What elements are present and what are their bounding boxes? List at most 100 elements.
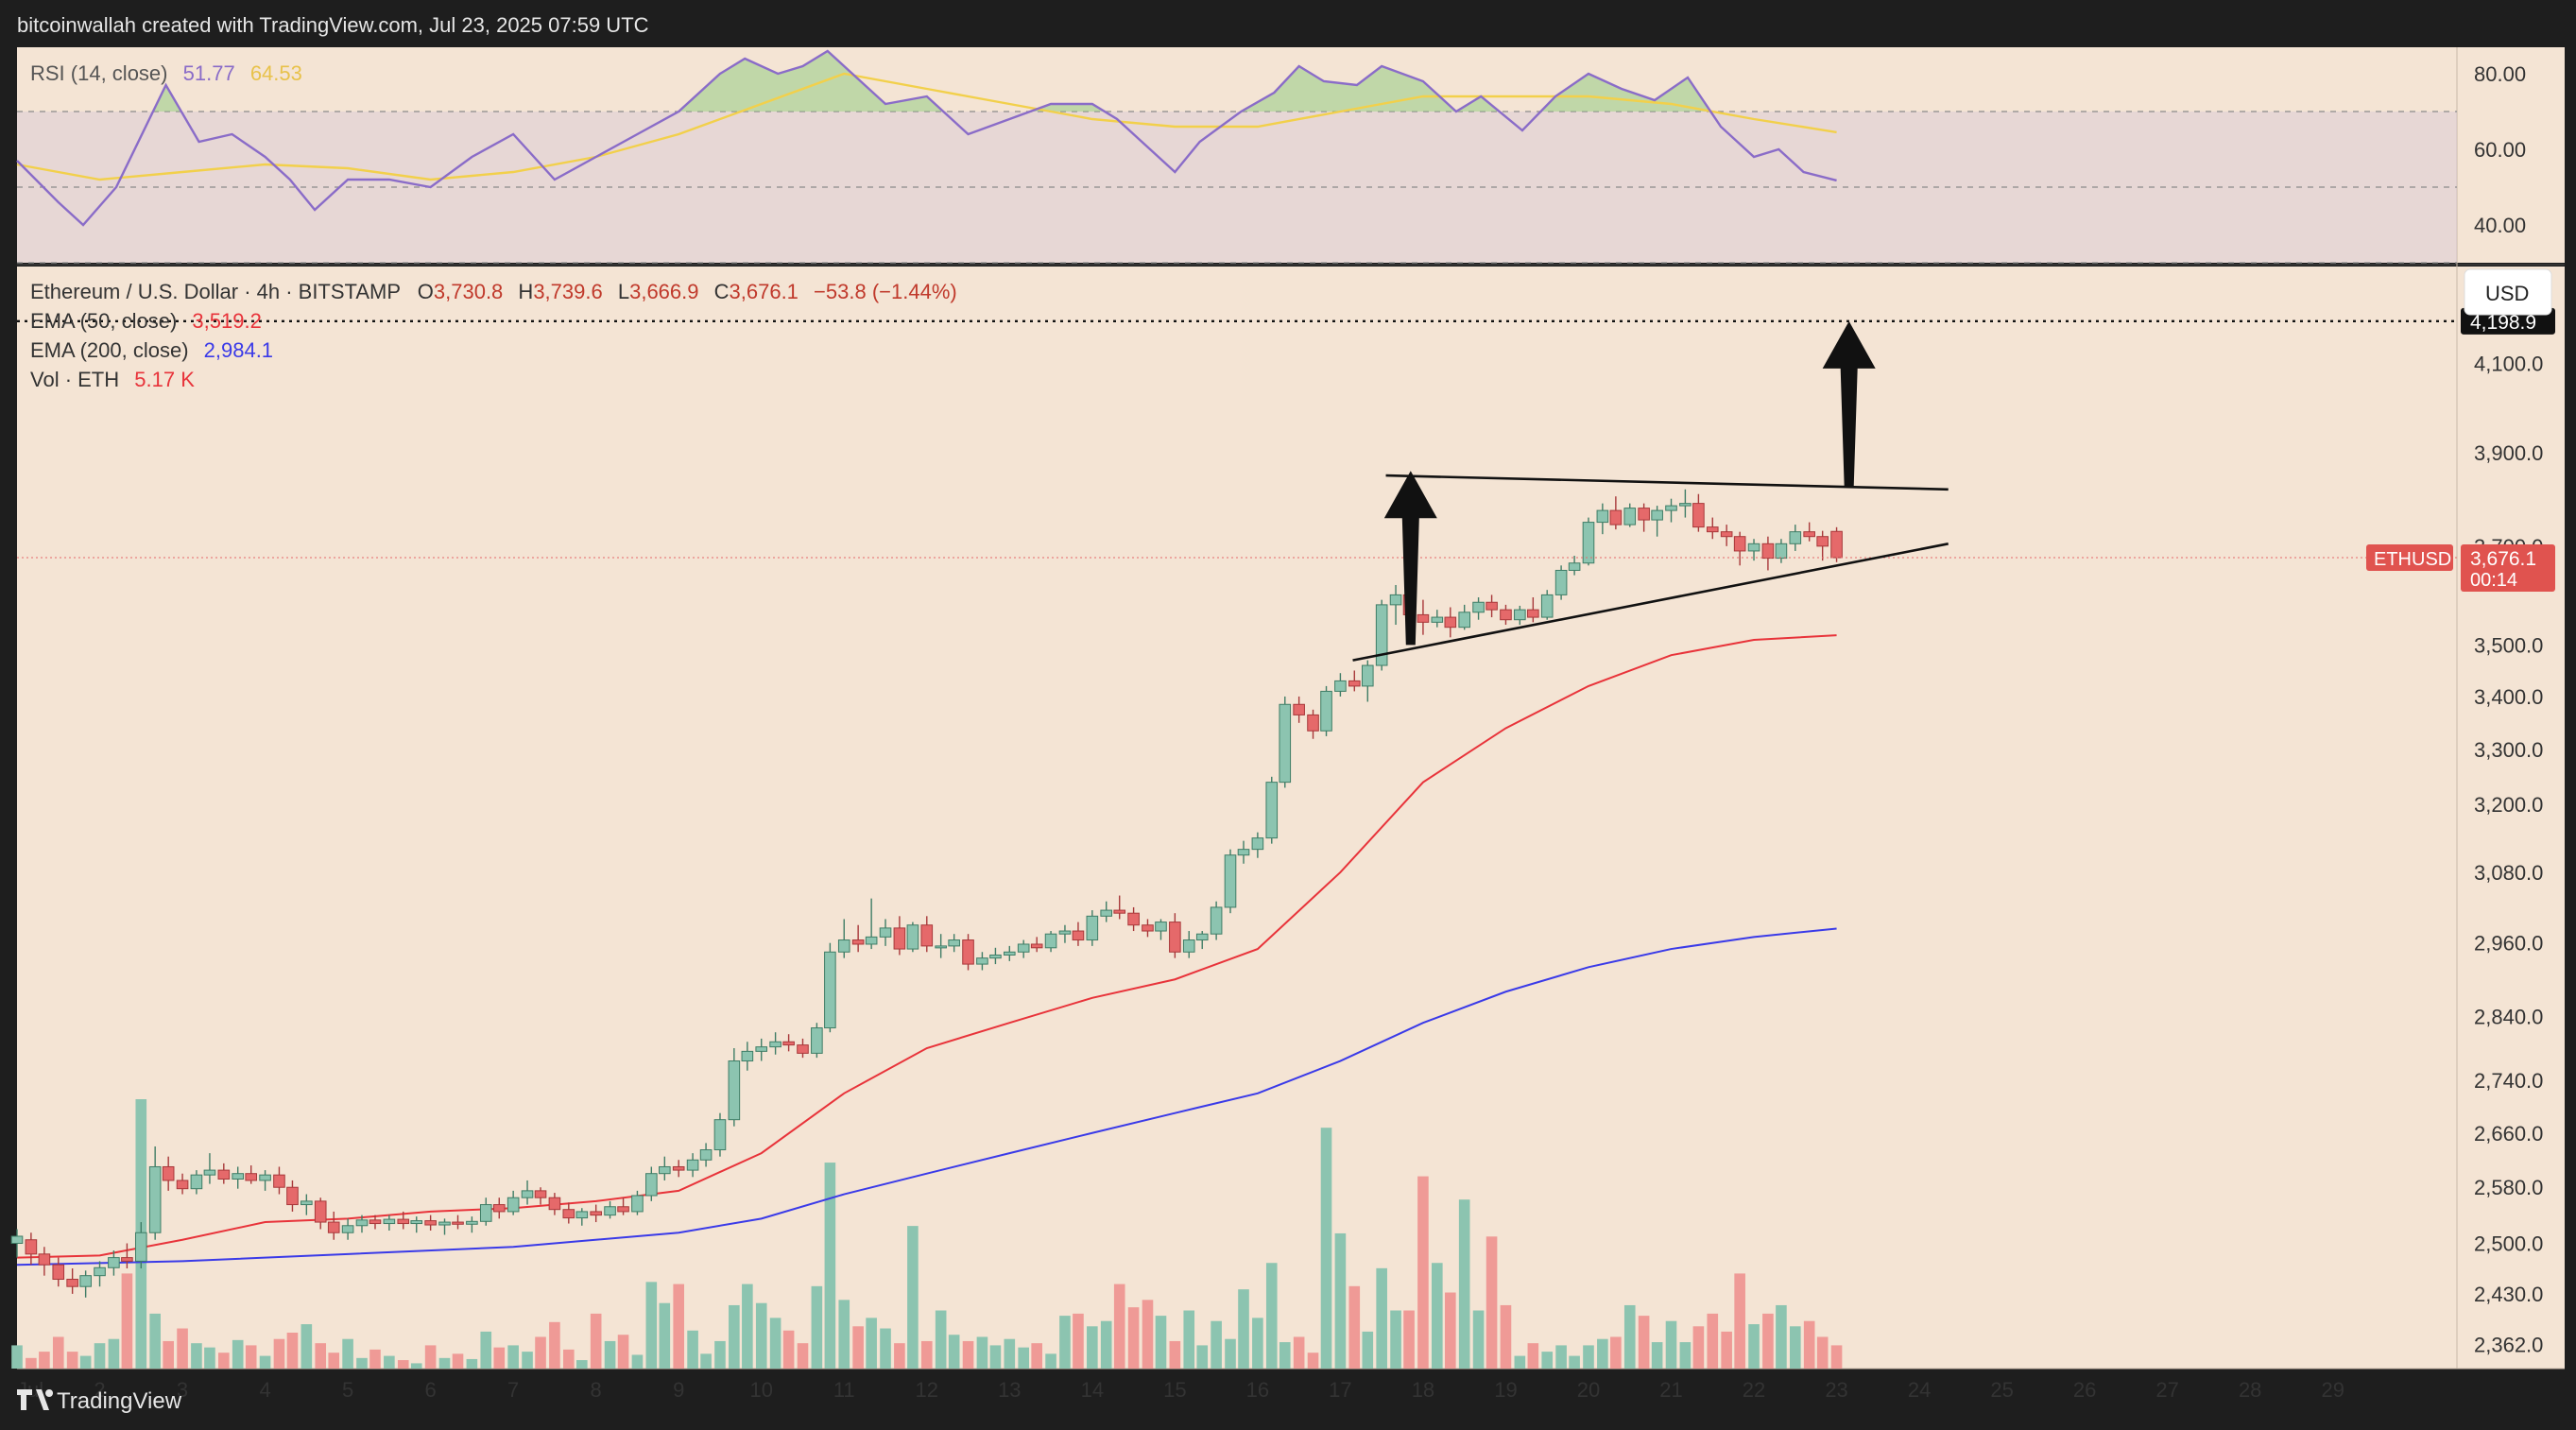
candle[interactable] (1030, 937, 1043, 953)
candle[interactable] (782, 1034, 795, 1052)
candle[interactable] (507, 1190, 520, 1215)
candle[interactable] (369, 1215, 382, 1230)
candle[interactable] (1665, 498, 1677, 523)
currency-button[interactable]: USD (2464, 268, 2552, 316)
candle[interactable] (811, 1023, 823, 1059)
candle[interactable] (1472, 597, 1485, 620)
candle[interactable] (548, 1193, 561, 1215)
candle[interactable] (672, 1160, 685, 1178)
candle[interactable] (1307, 709, 1319, 739)
candle[interactable] (659, 1156, 671, 1180)
candle[interactable] (976, 952, 988, 971)
candle[interactable] (217, 1163, 231, 1184)
candle[interactable] (1044, 931, 1057, 953)
candle[interactable] (314, 1197, 327, 1230)
candle[interactable] (1803, 522, 1815, 542)
candle[interactable] (1623, 503, 1637, 527)
candle[interactable] (79, 1270, 92, 1298)
candle[interactable] (1747, 539, 1760, 561)
candle[interactable] (1775, 539, 1788, 563)
candle[interactable] (851, 924, 865, 953)
candle[interactable] (1100, 901, 1113, 922)
candle[interactable] (1582, 517, 1595, 566)
candle[interactable] (259, 1170, 271, 1191)
candle[interactable] (203, 1153, 216, 1184)
candle[interactable] (1004, 945, 1016, 961)
candle[interactable] (1169, 913, 1181, 958)
candle[interactable] (479, 1197, 492, 1226)
candle[interactable] (94, 1261, 106, 1287)
candle[interactable] (66, 1268, 78, 1294)
candle[interactable] (1485, 594, 1498, 618)
candle[interactable] (301, 1194, 313, 1215)
candle[interactable] (879, 919, 892, 946)
candle[interactable] (1554, 565, 1568, 600)
candle[interactable] (562, 1202, 575, 1224)
candle[interactable] (631, 1190, 644, 1215)
candle[interactable] (1816, 530, 1829, 561)
candle[interactable] (534, 1187, 547, 1205)
candle[interactable] (466, 1216, 478, 1233)
candle[interactable] (865, 898, 878, 950)
candle[interactable] (121, 1243, 133, 1269)
candle[interactable] (1375, 599, 1388, 671)
candle[interactable] (1279, 696, 1292, 788)
candle[interactable] (1348, 670, 1361, 692)
candle[interactable] (134, 1222, 147, 1269)
candle[interactable] (575, 1208, 589, 1226)
candle[interactable] (452, 1215, 464, 1230)
currency-button-label[interactable]: USD (2485, 282, 2529, 305)
candle[interactable] (1733, 531, 1746, 566)
candle[interactable] (769, 1032, 781, 1055)
candle[interactable] (699, 1143, 713, 1167)
candle[interactable] (1789, 525, 1802, 551)
candle[interactable] (148, 1146, 162, 1240)
candle[interactable] (1058, 924, 1072, 943)
candle[interactable] (1500, 604, 1512, 626)
candle[interactable] (52, 1257, 65, 1287)
candle[interactable] (38, 1247, 51, 1276)
candle[interactable] (176, 1173, 189, 1195)
candle[interactable] (1195, 931, 1209, 950)
price-panel[interactable] (10, 319, 2457, 1369)
candle[interactable] (1417, 599, 1430, 635)
candle[interactable] (1527, 597, 1539, 623)
candle[interactable] (1596, 503, 1609, 535)
candle[interactable] (686, 1153, 699, 1178)
candle[interactable] (1251, 832, 1264, 858)
candle[interactable] (1072, 922, 1085, 946)
candle[interactable] (989, 947, 1002, 965)
candle[interactable] (438, 1218, 451, 1235)
candle[interactable] (906, 922, 919, 953)
candle[interactable] (286, 1180, 299, 1212)
candle[interactable] (1017, 939, 1030, 958)
candle[interactable] (893, 916, 906, 956)
candle[interactable] (1692, 493, 1705, 532)
candle[interactable] (604, 1200, 616, 1219)
candle[interactable] (1224, 849, 1237, 914)
candle[interactable] (590, 1204, 602, 1223)
candle[interactable] (728, 1047, 741, 1127)
candle[interactable] (1458, 604, 1470, 630)
candle[interactable] (341, 1218, 354, 1240)
candle[interactable] (1361, 660, 1374, 702)
candle[interactable] (397, 1211, 410, 1230)
candle[interactable] (1293, 696, 1305, 723)
currency-button-bg[interactable] (2464, 268, 2552, 316)
candle[interactable] (1568, 556, 1581, 576)
candle[interactable] (1237, 840, 1250, 864)
candle[interactable] (617, 1197, 629, 1215)
candle[interactable] (424, 1215, 437, 1231)
candle[interactable] (492, 1197, 506, 1219)
candle[interactable] (948, 934, 960, 953)
candle[interactable] (837, 919, 850, 958)
candle[interactable] (232, 1166, 244, 1189)
candle[interactable] (1265, 776, 1279, 844)
candle[interactable] (1720, 525, 1733, 546)
candle[interactable] (1514, 605, 1526, 626)
candle[interactable] (327, 1211, 340, 1240)
candle[interactable] (1830, 526, 1843, 562)
candle[interactable] (755, 1038, 768, 1061)
candle[interactable] (1113, 895, 1126, 920)
